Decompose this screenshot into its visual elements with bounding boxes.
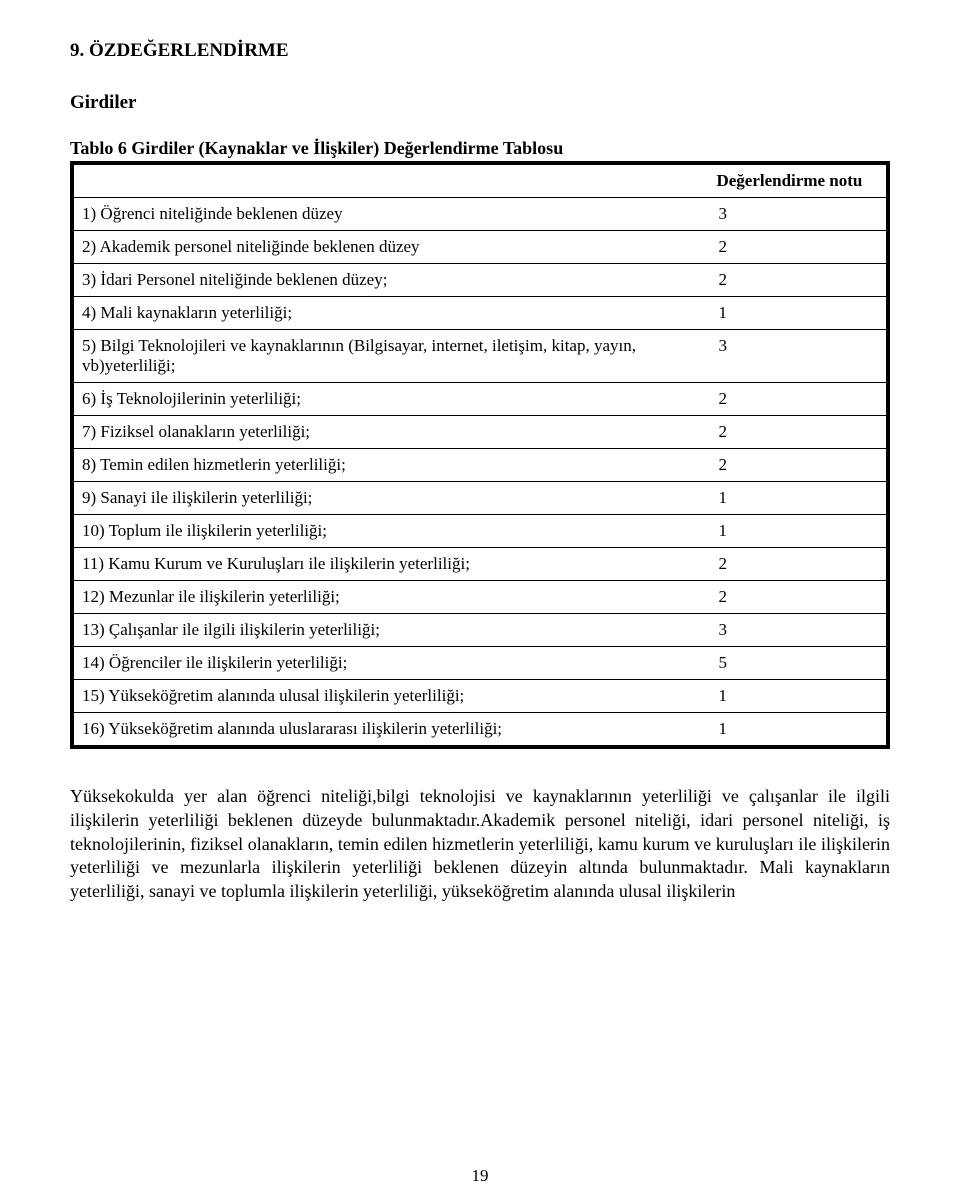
row-label: 16) Yükseköğretim alanında uluslararası …: [72, 713, 708, 748]
row-label: 13) Çalışanlar ile ilgili ilişkilerin ye…: [72, 614, 708, 647]
row-label: 12) Mezunlar ile ilişkilerin yeterliliği…: [72, 581, 708, 614]
body-paragraph: Yüksekokulda yer alan öğrenci niteliği,b…: [70, 785, 890, 904]
table-row: 16) Yükseköğretim alanında uluslararası …: [72, 713, 888, 748]
row-label: 8) Temin edilen hizmetlerin yeterliliği;: [72, 449, 708, 482]
table-row: 11) Kamu Kurum ve Kuruluşları ile ilişki…: [72, 548, 888, 581]
table-body: 1) Öğrenci niteliğinde beklenen düzey3 2…: [72, 198, 888, 748]
row-label: 3) İdari Personel niteliğinde beklenen d…: [72, 264, 708, 297]
row-score: 2: [708, 548, 888, 581]
table-row: 13) Çalışanlar ile ilgili ilişkilerin ye…: [72, 614, 888, 647]
row-score: 2: [708, 449, 888, 482]
row-label: 7) Fiziksel olanakların yeterliliği;: [72, 416, 708, 449]
row-label: 11) Kamu Kurum ve Kuruluşları ile ilişki…: [72, 548, 708, 581]
row-score: 2: [708, 383, 888, 416]
row-score: 3: [708, 330, 888, 383]
row-score: 1: [708, 515, 888, 548]
row-score: 1: [708, 713, 888, 748]
row-score: 1: [708, 297, 888, 330]
header-item-blank: [72, 163, 708, 198]
row-label: 2) Akademik personel niteliğinde beklene…: [72, 231, 708, 264]
row-label: 1) Öğrenci niteliğinde beklenen düzey: [72, 198, 708, 231]
row-score: 2: [708, 416, 888, 449]
table-row: 12) Mezunlar ile ilişkilerin yeterliliği…: [72, 581, 888, 614]
table-row: 1) Öğrenci niteliğinde beklenen düzey3: [72, 198, 888, 231]
row-score: 2: [708, 581, 888, 614]
row-label: 15) Yükseköğretim alanında ulusal ilişki…: [72, 680, 708, 713]
table-row: 10) Toplum ile ilişkilerin yeterliliği;1: [72, 515, 888, 548]
row-score: 1: [708, 482, 888, 515]
row-label: 9) Sanayi ile ilişkilerin yeterliliği;: [72, 482, 708, 515]
row-label: 5) Bilgi Teknolojileri ve kaynaklarının …: [72, 330, 708, 383]
row-label: 6) İş Teknolojilerinin yeterliliği;: [72, 383, 708, 416]
table-row: 15) Yükseköğretim alanında ulusal ilişki…: [72, 680, 888, 713]
row-score: 2: [708, 231, 888, 264]
row-label: 14) Öğrenciler ile ilişkilerin yeterlili…: [72, 647, 708, 680]
table-caption: Tablo 6 Girdiler (Kaynaklar ve İlişkiler…: [70, 138, 890, 159]
section-heading: 9. ÖZDEĞERLENDİRME: [70, 40, 890, 62]
table-header-row: Değerlendirme notu: [72, 163, 888, 198]
evaluation-table: Değerlendirme notu 1) Öğrenci niteliğind…: [70, 161, 890, 749]
table-row: 8) Temin edilen hizmetlerin yeterliliği;…: [72, 449, 888, 482]
table-row: 5) Bilgi Teknolojileri ve kaynaklarının …: [72, 330, 888, 383]
row-label: 10) Toplum ile ilişkilerin yeterliliği;: [72, 515, 708, 548]
header-score: Değerlendirme notu: [708, 163, 888, 198]
row-score: 1: [708, 680, 888, 713]
table-row: 6) İş Teknolojilerinin yeterliliği;2: [72, 383, 888, 416]
subheading-girdiler: Girdiler: [70, 92, 890, 114]
row-score: 3: [708, 198, 888, 231]
table-row: 4) Mali kaynakların yeterliliği;1: [72, 297, 888, 330]
table-row: 3) İdari Personel niteliğinde beklenen d…: [72, 264, 888, 297]
document-page: 9. ÖZDEĞERLENDİRME Girdiler Tablo 6 Gird…: [0, 0, 960, 1204]
table-row: 14) Öğrenciler ile ilişkilerin yeterlili…: [72, 647, 888, 680]
table-row: 2) Akademik personel niteliğinde beklene…: [72, 231, 888, 264]
table-row: 9) Sanayi ile ilişkilerin yeterliliği;1: [72, 482, 888, 515]
row-label: 4) Mali kaynakların yeterliliği;: [72, 297, 708, 330]
row-score: 5: [708, 647, 888, 680]
table-row: 7) Fiziksel olanakların yeterliliği;2: [72, 416, 888, 449]
row-score: 3: [708, 614, 888, 647]
page-number: 19: [0, 1166, 960, 1186]
row-score: 2: [708, 264, 888, 297]
